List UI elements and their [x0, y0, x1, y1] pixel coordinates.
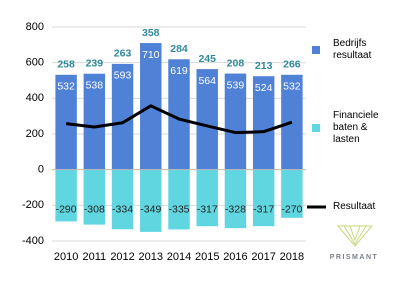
legend-swatch [312, 124, 320, 132]
legend-label: Resultaat [333, 201, 376, 212]
y-tick-label: 0 [38, 164, 44, 176]
logo-icon [336, 225, 374, 247]
value-label: -290 [56, 203, 77, 215]
value-label: 593 [114, 70, 132, 82]
total-label: 213 [255, 60, 273, 72]
x-tick-label: 2017 [251, 251, 275, 263]
bar [83, 169, 106, 225]
total-label: 358 [142, 27, 160, 39]
y-tick-label: 600 [26, 57, 44, 69]
value-label: -308 [84, 203, 105, 215]
x-tick-label: 2010 [54, 251, 78, 263]
value-label: 539 [227, 79, 245, 91]
x-tick-label: 2011 [83, 251, 107, 263]
bar [140, 169, 162, 232]
bar [224, 73, 247, 170]
bar [55, 74, 77, 170]
bar [281, 169, 303, 218]
bar [83, 73, 106, 170]
line [65, 104, 293, 135]
x-tick-label: 2014 [167, 251, 191, 263]
value-label: 538 [86, 80, 104, 92]
bar [168, 59, 190, 170]
x-tick-label: 2012 [110, 251, 134, 263]
value-label: -335 [168, 203, 189, 215]
watermark: PRISMANT [330, 254, 379, 261]
total-label: 245 [198, 53, 216, 65]
value-label: 564 [198, 75, 216, 87]
bar [224, 169, 247, 229]
value-label: 532 [283, 81, 301, 93]
total-label: 263 [114, 48, 132, 60]
total-label: 239 [86, 58, 104, 70]
total-label: 208 [227, 57, 245, 69]
value-label: -349 [140, 203, 161, 215]
total-label: 266 [283, 59, 301, 71]
total-label: 258 [57, 59, 75, 71]
value-label: 524 [255, 82, 273, 94]
y-tick-label: -200 [22, 199, 44, 211]
value-label: -317 [253, 203, 274, 215]
bar [281, 74, 303, 170]
bar [111, 169, 134, 230]
legend-swatch [312, 46, 320, 54]
y-tick-label: -400 [22, 235, 44, 247]
y-tick-label: 800 [26, 21, 44, 33]
value-label: -270 [281, 203, 302, 215]
value-label: -317 [197, 203, 218, 215]
value-label: -334 [112, 203, 133, 215]
x-tick-label: 2018 [280, 251, 304, 263]
y-tick-label: 400 [26, 92, 44, 104]
x-tick-label: 2013 [139, 251, 163, 263]
value-label: 710 [142, 49, 160, 61]
bar [111, 63, 134, 170]
legend-label: Bedrijfs resultaat [333, 38, 372, 61]
legend-label: Financiele baten & lasten [333, 110, 379, 145]
value-label: -328 [225, 203, 246, 215]
bar [196, 69, 218, 170]
total-label: 284 [170, 43, 188, 55]
bar [168, 169, 190, 230]
bar [196, 169, 218, 227]
bar [252, 169, 275, 227]
bar [55, 169, 77, 222]
x-tick-label: 2016 [223, 251, 247, 263]
x-tick-label: 2015 [195, 251, 219, 263]
y-tick-label: 200 [26, 128, 44, 140]
value-label: 619 [170, 65, 188, 77]
bar [252, 76, 275, 170]
value-label: 532 [57, 81, 75, 93]
